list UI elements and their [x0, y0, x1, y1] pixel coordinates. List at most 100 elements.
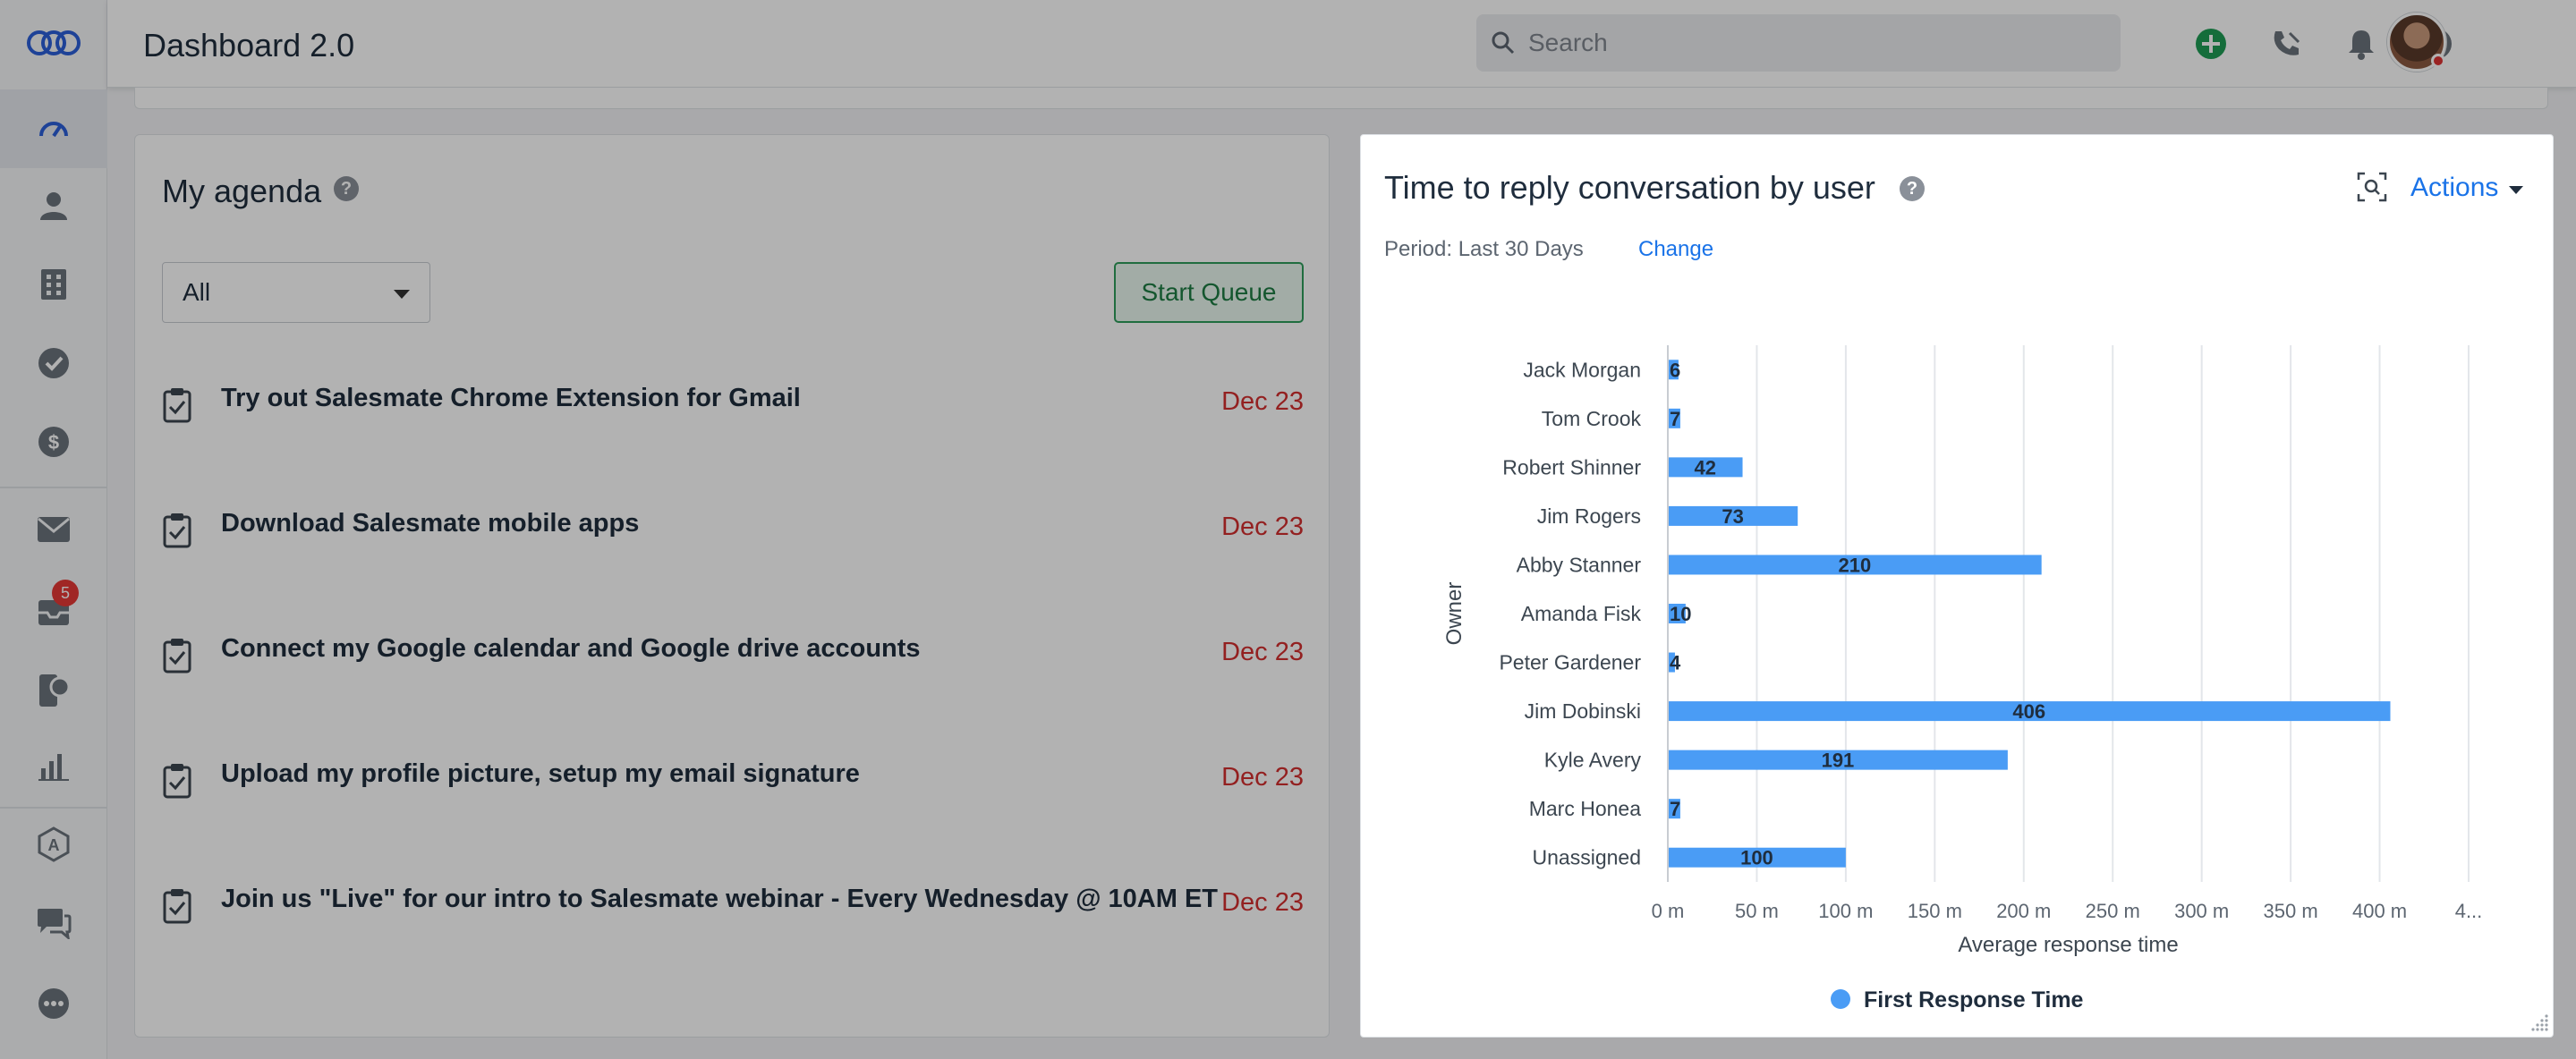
sidebar-item-automation[interactable]: A — [0, 805, 107, 884]
task-title[interactable]: Join us "Live" for our intro to Salesmat… — [221, 885, 1219, 913]
svg-text:$: $ — [48, 431, 59, 453]
x-tick-label: 50 m — [1735, 900, 1779, 922]
bar — [1668, 701, 2391, 722]
task-clipboard-icon — [163, 889, 191, 924]
chat-icon — [38, 909, 72, 939]
search-icon — [1492, 31, 1515, 55]
data-label: 100 — [1740, 847, 1773, 869]
chevron-down-icon — [394, 290, 410, 299]
legend-marker — [1831, 989, 1850, 1009]
chart-widget: Time to reply conversation by user ? Per… — [1360, 134, 2554, 1038]
resize-handle-icon[interactable] — [2529, 1013, 2549, 1033]
sidebar-item-contacts[interactable] — [0, 166, 107, 245]
y-tick-label: Kyle Avery — [1544, 749, 1642, 772]
bar — [1668, 360, 1679, 380]
phone-chat-icon — [39, 674, 71, 707]
y-tick-label: Tom Crook — [1542, 407, 1642, 430]
bar-chart-icon — [38, 754, 69, 781]
agenda-filter-value: All — [183, 278, 211, 306]
x-tick-label: 0 m — [1652, 900, 1685, 922]
y-tick-label: Jim Rogers — [1537, 504, 1641, 528]
sidebar-item-inbox[interactable]: 5 — [0, 572, 107, 651]
data-label: 191 — [1822, 750, 1855, 772]
bar — [1668, 457, 1743, 478]
sidebar-item-more[interactable] — [0, 964, 107, 1043]
agenda-widget: My agenda ? All Start Queue Try out Sale… — [134, 134, 1330, 1038]
task-clipboard-icon — [163, 764, 191, 799]
task-item[interactable]: Try out Salesmate Chrome Extension for G… — [135, 384, 1331, 455]
bar — [1668, 408, 1680, 428]
agenda-help-icon[interactable]: ? — [334, 176, 359, 201]
status-dot — [2431, 54, 2445, 68]
search-input[interactable] — [1528, 29, 2101, 57]
sidebar-item-companies[interactable] — [0, 245, 107, 324]
y-tick-label: Jim Dobinski — [1525, 699, 1641, 723]
quick-add-button[interactable] — [2192, 25, 2230, 63]
data-label: 210 — [1838, 554, 1871, 576]
inbox-count-badge: 5 — [52, 580, 79, 606]
bar — [1668, 847, 1846, 868]
period-label: Period: Last 30 Days — [1384, 237, 1584, 261]
chart-help-icon[interactable]: ? — [1900, 176, 1925, 201]
zoom-expand-icon[interactable] — [2356, 171, 2388, 203]
task-clipboard-icon — [163, 388, 191, 423]
task-item[interactable]: Download Salesmate mobile apps Dec 23 — [135, 509, 1331, 580]
sidebar-item-sequences[interactable] — [0, 651, 107, 730]
notifications-button[interactable] — [2342, 25, 2380, 63]
data-label: 6 — [1670, 359, 1680, 381]
agenda-filter-select[interactable]: All — [162, 262, 430, 323]
building-icon — [41, 269, 66, 300]
more-icon — [38, 988, 69, 1019]
app-logo[interactable] — [0, 4, 107, 82]
sidebar-item-tasks[interactable] — [0, 324, 107, 402]
task-item[interactable]: Join us "Live" for our intro to Salesmat… — [135, 885, 1331, 956]
change-period-link[interactable]: Change — [1638, 237, 1714, 261]
plus-circle-icon — [2196, 29, 2226, 59]
task-title[interactable]: Download Salesmate mobile apps — [221, 509, 640, 538]
sidebar-item-deals[interactable]: $ — [0, 402, 107, 481]
dialer-button[interactable] — [2267, 25, 2305, 63]
data-label: 7 — [1670, 798, 1680, 820]
x-tick-label: 150 m — [1908, 900, 1962, 922]
task-due-date: Dec 23 — [1221, 638, 1304, 666]
start-queue-button[interactable]: Start Queue — [1114, 262, 1304, 323]
task-title[interactable]: Connect my Google calendar and Google dr… — [221, 634, 921, 663]
search-box[interactable] — [1476, 14, 2121, 72]
x-tick-label: 300 m — [2174, 900, 2229, 922]
x-tick-label: 400 m — [2352, 900, 2407, 922]
previous-widget-edge — [134, 88, 2548, 109]
sidebar-item-reports[interactable] — [0, 726, 107, 805]
data-label: 73 — [1722, 505, 1743, 528]
page-title: Dashboard 2.0 — [143, 27, 355, 64]
check-circle-icon — [38, 348, 69, 378]
y-tick-label: Unassigned — [1533, 846, 1641, 869]
logo-icon — [27, 30, 81, 55]
agenda-title: My agenda — [162, 173, 322, 209]
chevron-down-icon — [2509, 185, 2524, 194]
task-clipboard-icon — [163, 513, 191, 548]
bar — [1668, 505, 1798, 526]
actions-dropdown[interactable]: Actions — [2410, 173, 2524, 203]
data-label: 10 — [1670, 603, 1691, 625]
data-label: 42 — [1695, 456, 1716, 479]
sidebar-item-emails[interactable] — [0, 490, 107, 569]
task-due-date: Dec 23 — [1221, 888, 1304, 917]
task-title[interactable]: Upload my profile picture, setup my emai… — [221, 759, 860, 788]
chart-title: Time to reply conversation by user — [1384, 169, 1875, 206]
bar-chart: 0 m 50 m 100 m 150 m 200 m 250 m 300 m 350 m 400… — [1442, 345, 2483, 1012]
inbox-icon — [38, 600, 69, 625]
task-title[interactable]: Try out Salesmate Chrome Extension for G… — [221, 384, 801, 412]
sidebar-divider — [0, 487, 107, 488]
task-item[interactable]: Upload my profile picture, setup my emai… — [135, 759, 1331, 831]
data-label: 7 — [1670, 408, 1680, 430]
legend-label: First Response Time — [1864, 987, 2084, 1012]
y-tick-label: Robert Shinner — [1502, 455, 1641, 479]
task-item[interactable]: Connect my Google calendar and Google dr… — [135, 634, 1331, 706]
task-due-date: Dec 23 — [1221, 763, 1304, 792]
x-tick-label: 4... — [2455, 900, 2483, 922]
sidebar-divider-2 — [0, 807, 107, 809]
sidebar-item-dashboard[interactable] — [0, 89, 107, 168]
x-tick-label: 200 m — [1996, 900, 2051, 922]
sidebar-item-chat[interactable] — [0, 884, 107, 962]
bar — [1668, 750, 2008, 770]
